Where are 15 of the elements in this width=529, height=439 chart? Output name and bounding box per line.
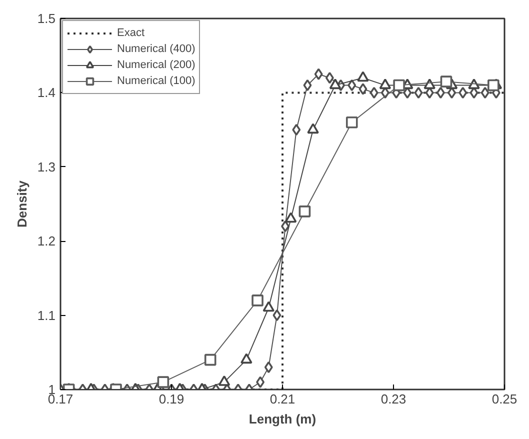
x-tick-label: 0.21	[270, 392, 296, 406]
legend-label: Exact	[117, 26, 145, 41]
y-tick-label: 1.2	[37, 234, 56, 249]
x-tick-label: 0.25	[492, 392, 518, 406]
legend-label: Numerical (200)	[117, 58, 196, 73]
y-tick-label: 1.4	[37, 85, 56, 100]
y-axis-title: Density	[14, 180, 30, 228]
x-tick-label: 0.23	[380, 392, 406, 406]
y-tick-label: 1.1	[37, 308, 56, 323]
x-tick-label: 0.19	[158, 392, 184, 406]
y-tick-label: 1.5	[37, 11, 56, 26]
x-axis-title: Length (m)	[248, 412, 316, 426]
legend-label: Numerical (100)	[117, 74, 196, 89]
y-tick-label: 1.3	[37, 159, 56, 174]
legend-label: Numerical (400)	[117, 42, 196, 57]
